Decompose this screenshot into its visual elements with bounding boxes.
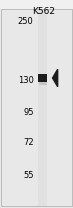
Polygon shape [53,69,58,87]
Bar [38,9,47,206]
Text: 55: 55 [23,171,34,180]
Text: K562: K562 [32,7,55,16]
Text: 130: 130 [18,76,34,85]
Text: 72: 72 [23,138,34,147]
Bar [38,74,47,82]
Bar [39,82,47,85]
Text: 95: 95 [23,108,34,117]
Text: 250: 250 [18,17,34,26]
